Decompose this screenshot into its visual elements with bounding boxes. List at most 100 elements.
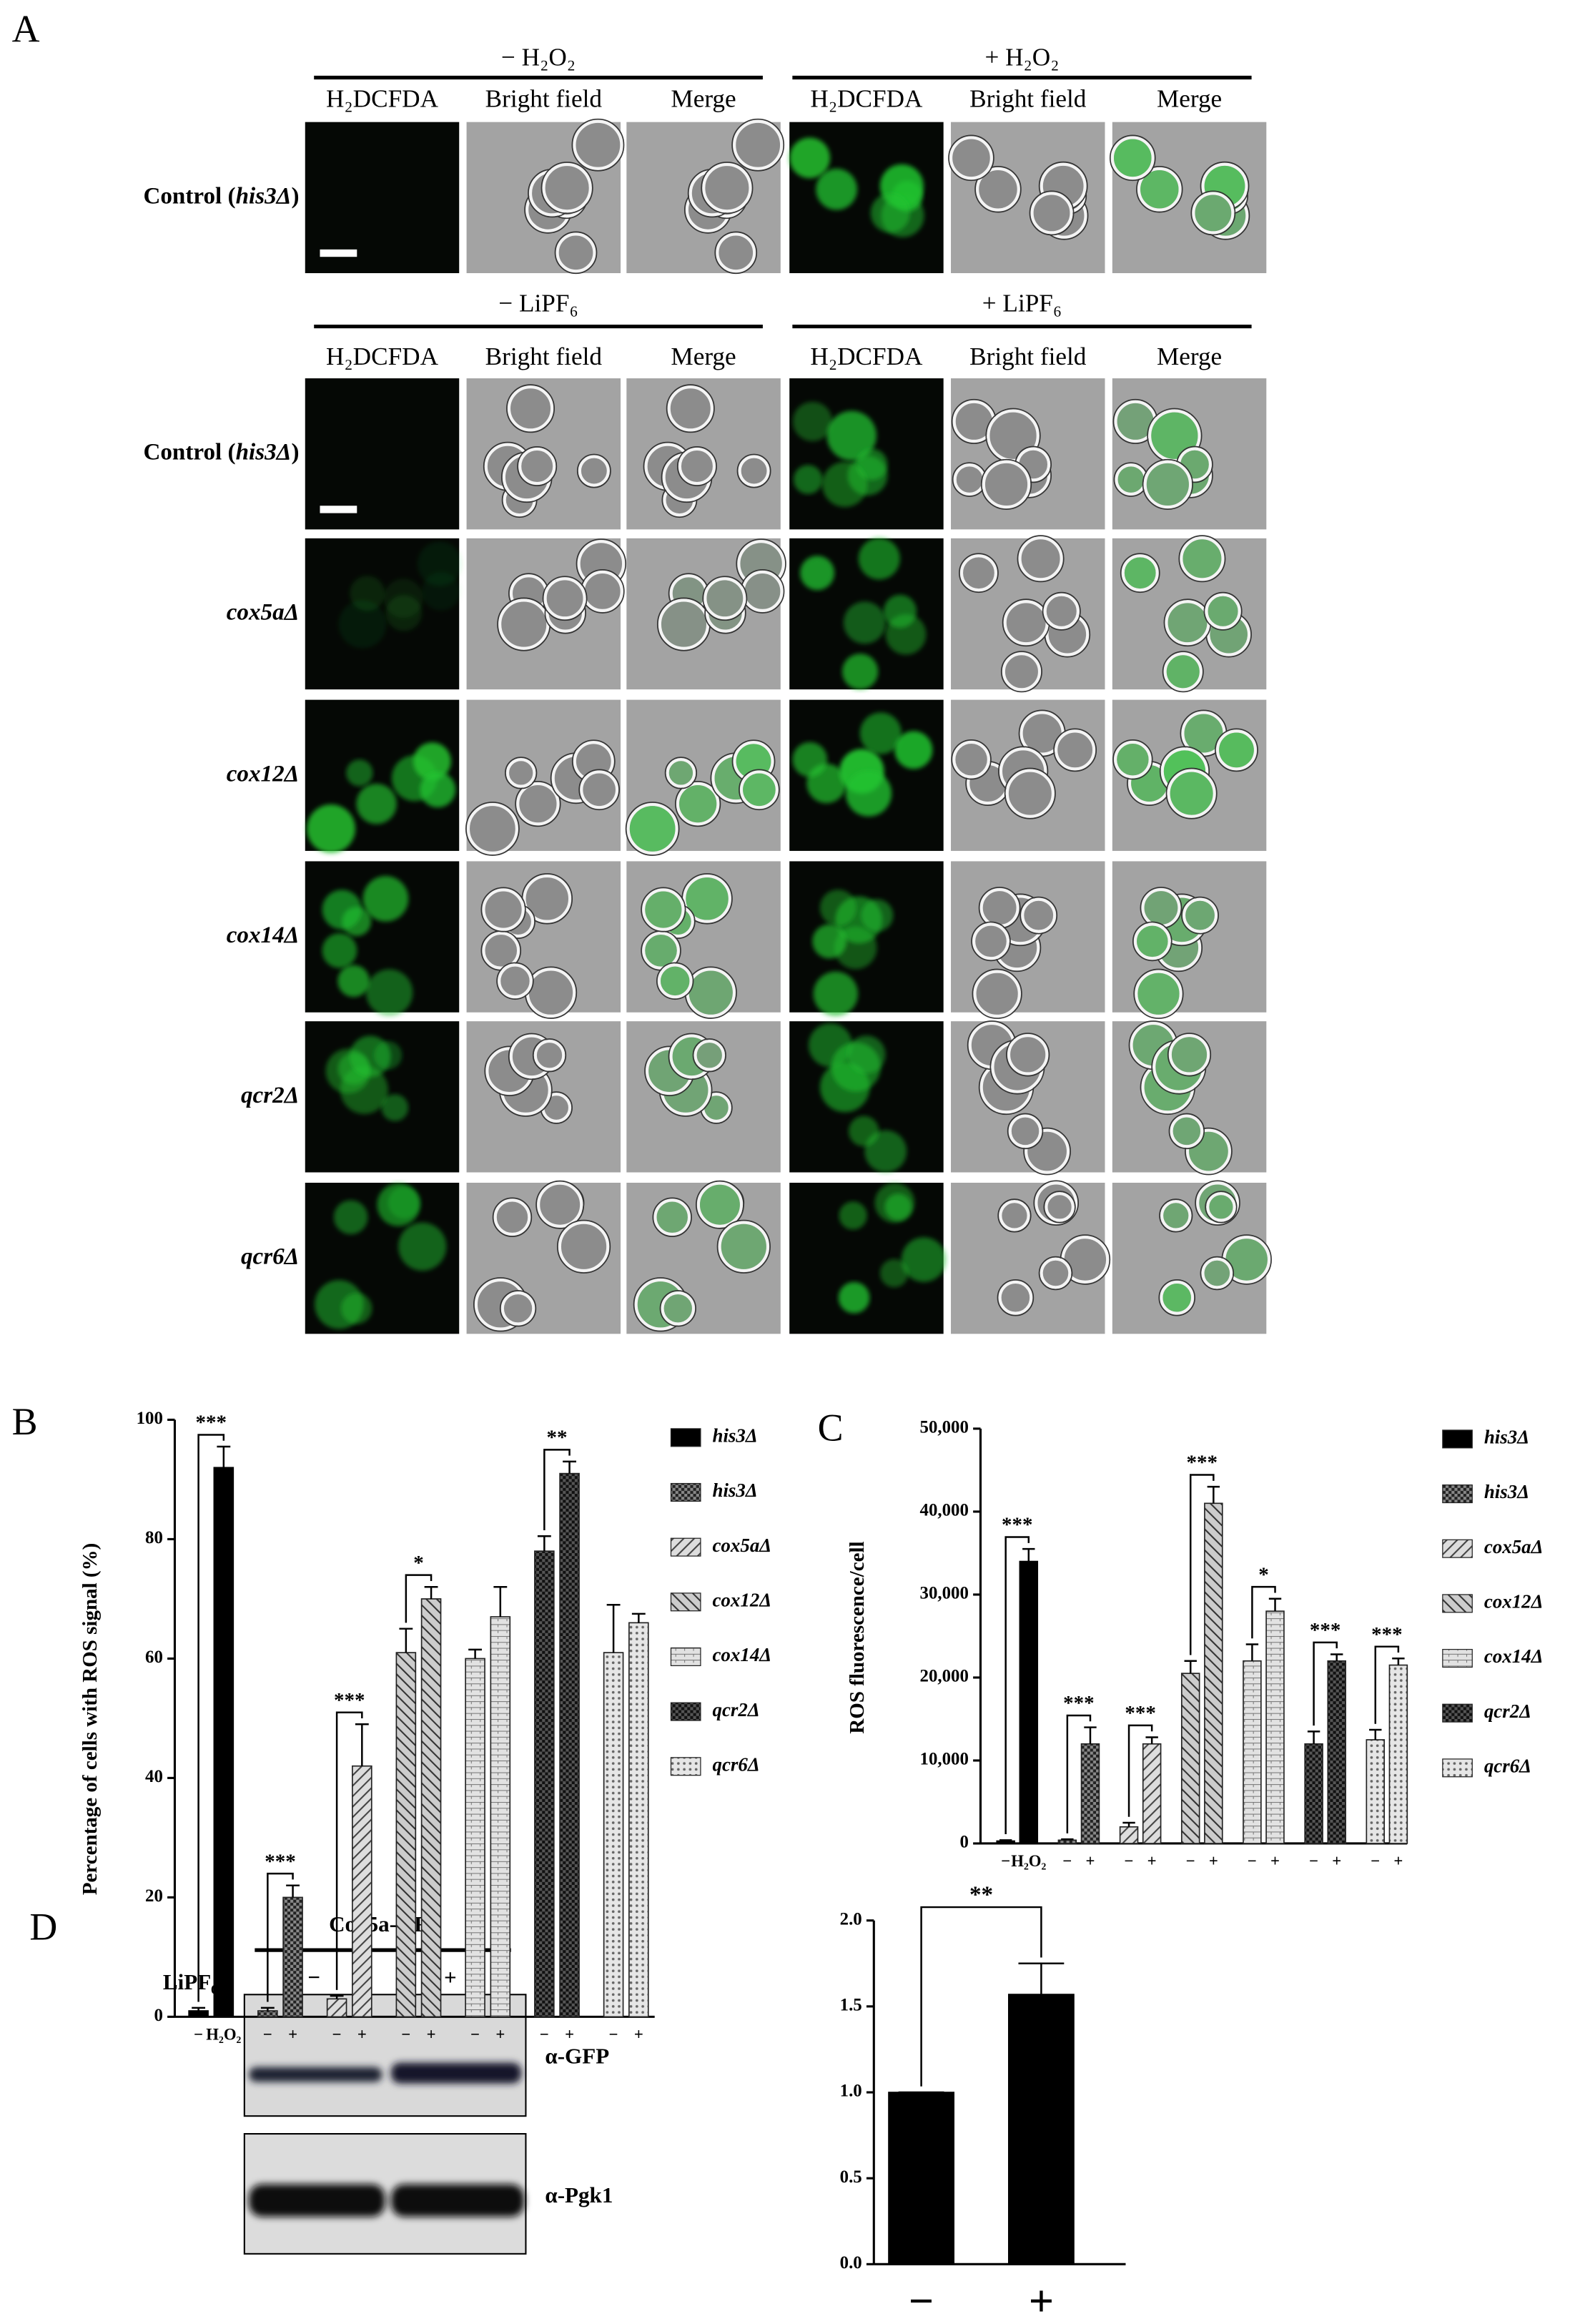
x-tick-label: − [1248,1852,1257,1870]
legend-label: his3Δ [712,1479,757,1501]
cell [1007,1034,1049,1075]
column-header: Bright field [969,343,1087,370]
cell-signal [1117,743,1149,776]
cell-signal [843,601,886,644]
row-label: Control (his3Δ) [143,438,299,465]
cell-outline [1178,535,1226,583]
scale-bar [320,506,357,513]
cell-signal [398,1222,447,1271]
cell-signal [668,761,693,785]
cell-signal [420,772,456,808]
cell-signal [744,573,781,609]
cell [1170,1114,1204,1148]
cell [972,922,1009,960]
cell-outline [1205,1191,1238,1223]
cell [523,874,572,923]
cell-signal [848,1116,879,1147]
cell-outline [1203,591,1243,631]
legend-label: cox12Δ [1484,1591,1544,1612]
significance-bracket [405,1574,433,1623]
cell-outline [1112,739,1153,780]
cell-outline [1029,190,1075,236]
cell [642,931,680,970]
cell-signal [1146,463,1189,506]
error-bar [1268,1597,1282,1612]
cell-signal [629,806,676,852]
row-label-part: cox5aΔ [227,599,300,625]
x-tick-label: − [194,2026,203,2044]
cell-signal [858,538,900,580]
micrograph [466,118,625,275]
legend-label: cox14Δ [1484,1645,1544,1667]
cell [738,455,770,487]
bar [420,1598,442,2018]
cell-signal [1204,1260,1230,1286]
bar [1080,1743,1100,1844]
significance-label: *** [1125,1702,1156,1725]
legend-swatch [670,1482,701,1502]
cell-outline [676,446,717,486]
x-tick-label: H₂O₂ [1011,1852,1046,1870]
cell-signal [1170,772,1213,815]
cell-outline [492,1197,533,1237]
cell [952,740,990,779]
cell-signal [1225,1239,1268,1281]
x-tick-label: + [357,2026,367,2044]
cell [953,463,986,496]
cell-signal [856,448,888,481]
y-tick-label: 80 [145,1528,163,1547]
condition-header: − LiPF₆ [498,290,578,317]
cell [718,1221,770,1273]
error-bar [1207,1485,1220,1504]
x-tick-label: − [1062,1852,1072,1870]
cell [543,577,586,620]
cell-signal [333,1200,368,1235]
x-tick-label: + [1270,1852,1280,1870]
legend-swatch [670,1428,701,1447]
cell-signal [645,891,682,928]
cell-outline [664,757,698,789]
micrograph [626,1180,781,1334]
cell [533,1039,566,1071]
legend-swatch [1442,1429,1473,1449]
significance-label: *** [1063,1692,1094,1715]
cell-signal [696,1043,722,1068]
cell [702,163,752,213]
cell-signal [337,965,370,998]
significance-label: * [1258,1563,1269,1586]
significance-bracket [335,1711,363,1990]
image-bg [305,122,460,273]
error-bar [1245,1643,1259,1661]
cell-outline [1200,1256,1235,1291]
cell [976,167,1020,212]
cell [542,163,592,213]
significance-label: *** [1371,1623,1402,1646]
micrograph [951,861,1105,1019]
cell-outline [997,1198,1032,1233]
legend-label: cox5aΔ [712,1535,771,1556]
cell-signal [381,1094,409,1121]
bar [188,2010,209,2018]
cell [498,599,550,650]
significance-bracket [920,1906,1042,2087]
bar [326,1998,347,2018]
cell-outline [556,1219,611,1274]
micrograph [948,122,1105,273]
bar [282,1896,303,2018]
micrograph [305,1183,460,1334]
y-tick-label: 10,000 [920,1750,969,1769]
y-tick-label: 20,000 [920,1667,969,1686]
cell [1205,593,1241,629]
cell-outline [656,962,694,1000]
row-label: Control (his3Δ) [143,182,299,209]
antibody-label: α-GFP [545,2044,609,2069]
cell [1183,897,1218,933]
bar [534,1550,555,2018]
micrograph [789,538,944,690]
legend-swatch [1442,1484,1473,1504]
row-label-part: Control ( [143,438,235,465]
bar [1204,1502,1223,1844]
row-label-part: his3Δ [236,182,292,209]
cell-signal [879,1259,909,1288]
bar [1366,1739,1386,1844]
